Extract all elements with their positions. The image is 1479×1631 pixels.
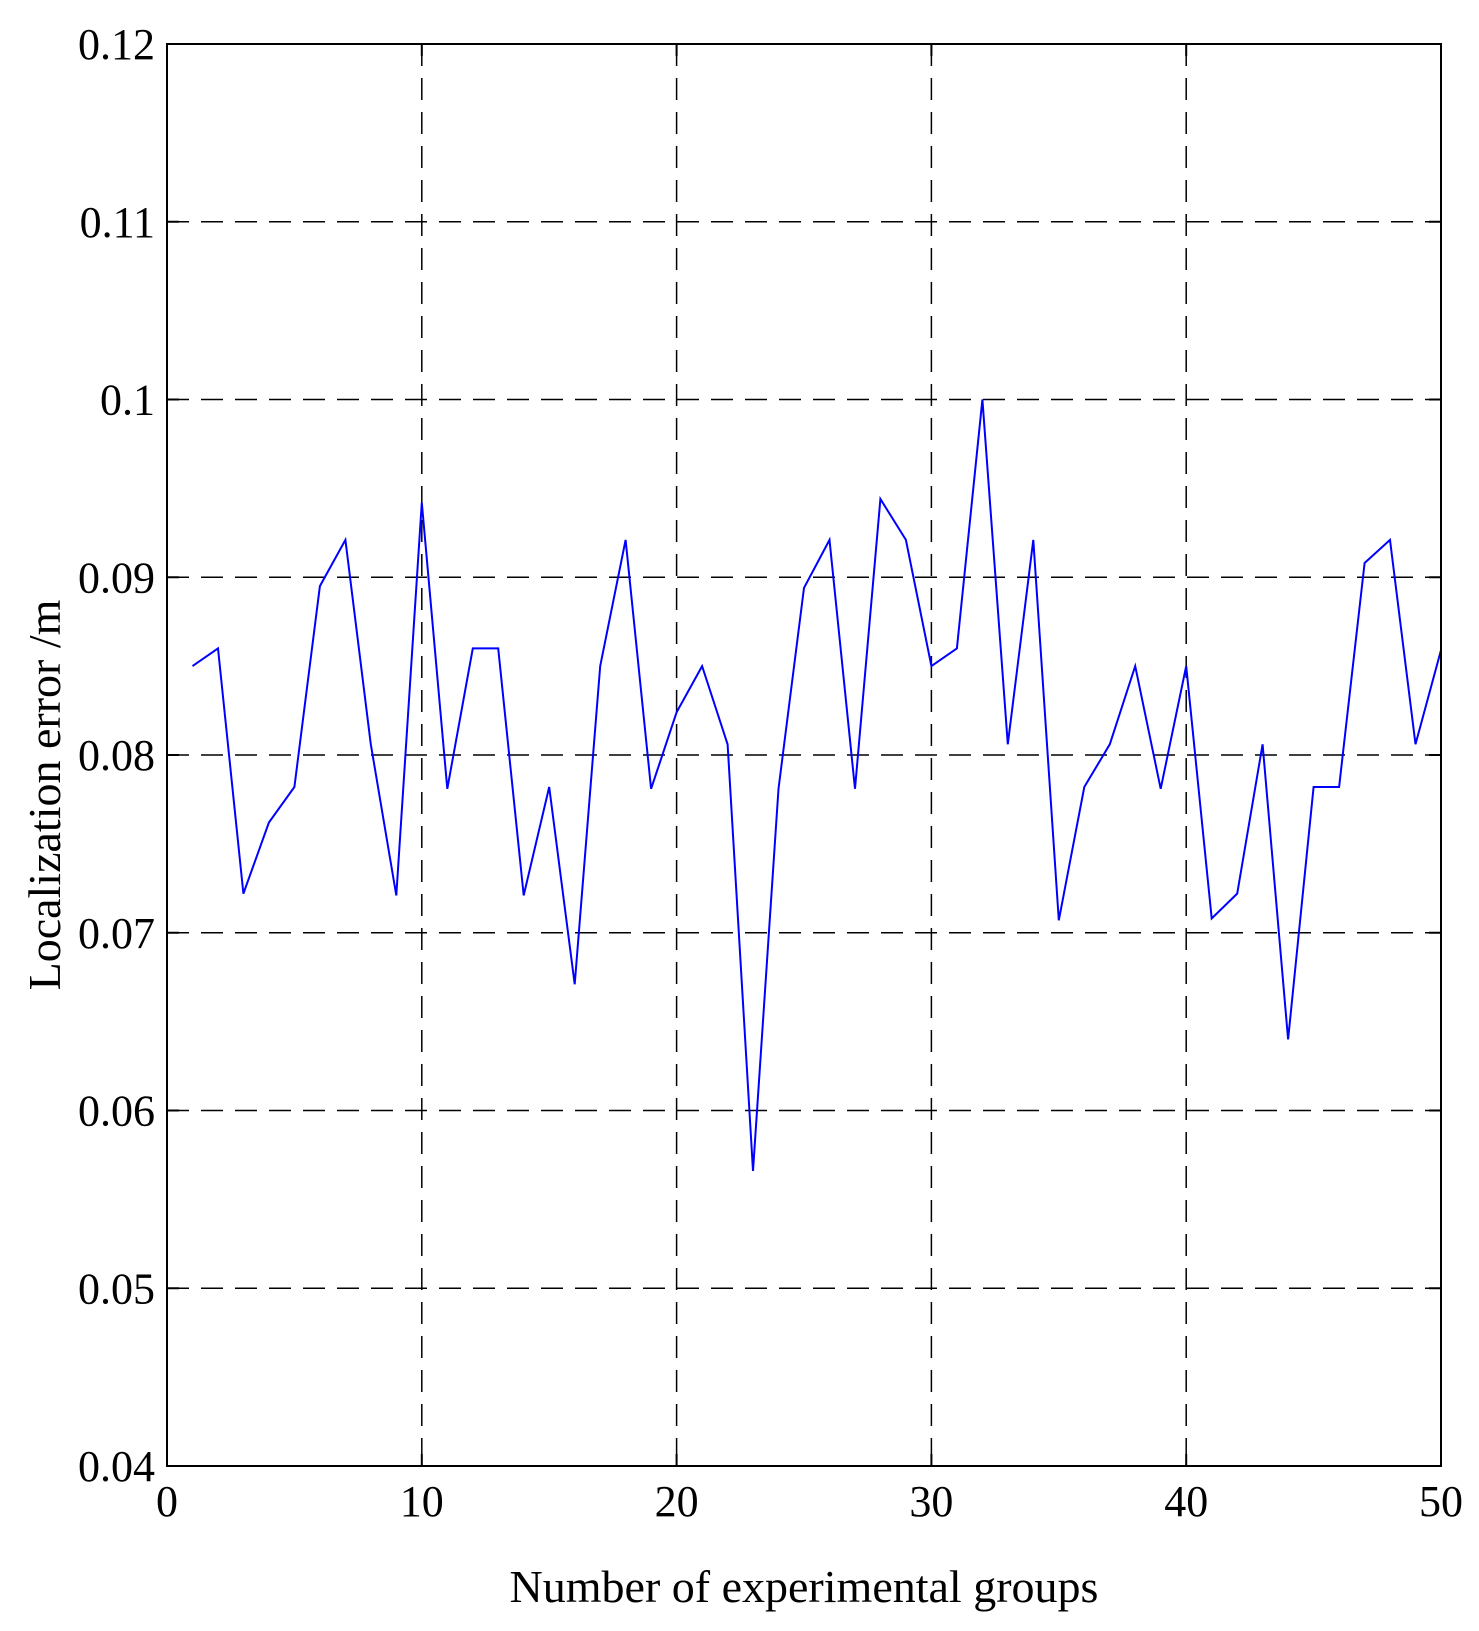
y-tick-label: 0.07 (78, 909, 155, 958)
y-tick-labels: 0.04 0.05 0.06 0.07 0.08 0.09 0.1 0.11 0.12 (78, 20, 155, 1491)
y-tick-label: 0.09 (78, 553, 155, 602)
x-tick-label: 50 (1419, 1477, 1463, 1526)
y-tick-label: 0.06 (78, 1087, 155, 1136)
x-axis-label: Number of experimental groups (510, 1561, 1099, 1612)
x-tick-labels: 0 10 20 30 40 50 (156, 1477, 1463, 1526)
x-tick-label: 20 (655, 1477, 699, 1526)
x-tick-label: 30 (909, 1477, 953, 1526)
y-grid-lines (167, 221, 1441, 1289)
y-tick-label: 0.12 (78, 20, 155, 69)
x-tick-label: 10 (400, 1477, 444, 1526)
y-tick-label: 0.1 (100, 376, 155, 425)
y-tick-label: 0.05 (78, 1264, 155, 1313)
axis-ticks (166, 43, 1442, 1467)
y-tick-label: 0.08 (78, 731, 155, 780)
y-axis-label: Localization error /m (19, 599, 70, 990)
x-tick-label: 0 (156, 1477, 178, 1526)
y-tick-label: 0.11 (80, 198, 155, 247)
series-lines (191, 399, 1442, 1172)
series-line (191, 399, 1442, 1171)
x-tick-label: 40 (1164, 1477, 1208, 1526)
y-tick-label: 0.04 (78, 1442, 155, 1491)
